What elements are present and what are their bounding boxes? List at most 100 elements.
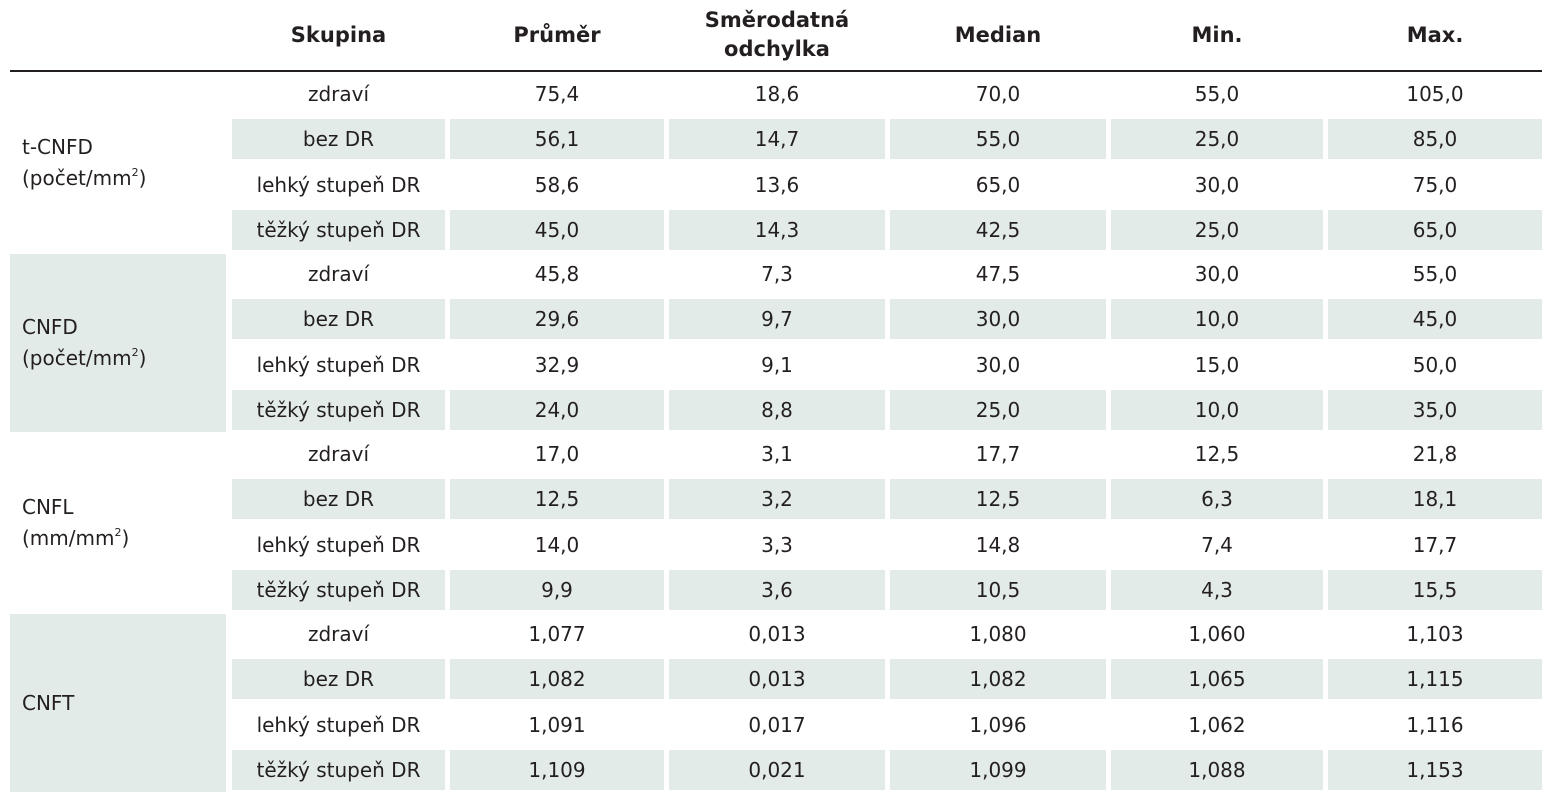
cell-prumer: 1,082 [450,659,664,699]
header-median: Median [954,22,1042,47]
cell-smerodatna-odchylka: 3,6 [669,570,885,610]
cell-median: 65,0 [975,173,1021,197]
cell-smerodatna-odchylka: 18,6 [754,82,800,106]
header-min: Min. [1191,22,1243,47]
header-max: Max. [1406,22,1464,47]
header-smerodatna-odchylka: Směrodatná odchylka [669,0,885,70]
cell-max: 105,0 [1406,82,1464,106]
group-unit-superscript: 2 [131,346,139,359]
group-unit: (mm/mm2) [22,523,129,554]
cell-min: 1,062 [1188,713,1246,737]
cell-min: 1,065 [1111,659,1323,699]
cell-median: 30,0 [890,299,1106,339]
cell-skupina: těžký stupeň DR [232,210,445,250]
table-row: lehký stupeň DR 14,0 3,3 14,8 7,4 17,7 [10,525,1542,565]
cell-smerodatna-odchylka: 8,8 [669,390,885,430]
cell-max: 18,1 [1328,479,1542,519]
cell-smerodatna-odchylka: 7,3 [761,262,793,286]
cell-min: 30,0 [1194,173,1240,197]
cell-max: 1,103 [1406,622,1464,646]
cell-prumer: 12,5 [450,479,664,519]
cell-smerodatna-odchylka: 14,3 [669,210,885,250]
cell-max: 75,0 [1412,173,1458,197]
cell-min: 12,5 [1194,442,1240,466]
cell-prumer: 75,4 [534,82,580,106]
group-unit-close: ) [138,346,147,370]
group-unit-close: ) [138,166,147,190]
cell-max: 17,7 [1412,533,1458,557]
cell-prumer: 9,9 [450,570,664,610]
cell-skupina: zdraví [307,622,370,646]
group-name: CNFD [22,315,78,339]
cell-min: 30,0 [1194,262,1240,286]
cell-smerodatna-odchylka: 3,2 [669,479,885,519]
cell-max: 35,0 [1328,390,1542,430]
table-row: těžký stupeň DR 1,109 0,021 1,099 1,088 1,153 [10,750,1542,790]
cell-median: 1,080 [969,622,1027,646]
table-row: bez DR 1,082 0,013 1,082 1,065 1,115 [10,659,1542,699]
table-row: zdraví 75,4 18,6 70,0 55,0 105,0 [10,74,1542,114]
header-prumer: Průměr [513,22,601,47]
cell-max: 65,0 [1328,210,1542,250]
cell-max: 85,0 [1328,119,1542,159]
table-row: zdraví 45,8 7,3 47,5 30,0 55,0 [10,254,1542,294]
table-row: bez DR 29,6 9,7 30,0 10,0 45,0 [10,299,1542,339]
cell-skupina: bez DR [232,299,445,339]
cell-skupina: bez DR [232,659,445,699]
cell-prumer: 17,0 [534,442,580,466]
cell-median: 47,5 [975,262,1021,286]
table-row: bez DR 12,5 3,2 12,5 6,3 18,1 [10,479,1542,519]
cell-smerodatna-odchylka: 9,7 [669,299,885,339]
cell-smerodatna-odchylka: 9,1 [761,353,793,377]
cell-max: 55,0 [1412,262,1458,286]
cell-max: 21,8 [1412,442,1458,466]
cell-smerodatna-odchylka: 3,3 [761,533,793,557]
cell-smerodatna-odchylka: 0,013 [748,622,806,646]
cell-median: 25,0 [890,390,1106,430]
table-row: zdraví 17,0 3,1 17,7 12,5 21,8 [10,434,1542,474]
table-row: bez DR 56,1 14,7 55,0 25,0 85,0 [10,119,1542,159]
cell-min: 15,0 [1194,353,1240,377]
group-label: t-CNFD (počet/mm2) [22,74,146,252]
cell-prumer: 45,8 [534,262,580,286]
cell-max: 45,0 [1328,299,1542,339]
cell-skupina: bez DR [232,479,445,519]
group-label-background [10,614,226,792]
group-label: CNFL (mm/mm2) [22,434,129,612]
cell-smerodatna-odchylka: 3,1 [761,442,793,466]
cell-median: 55,0 [890,119,1106,159]
group-name: CNFT [22,690,75,715]
group-cnfl: CNFL (mm/mm2) zdraví 17,0 3,1 17,7 12,5 21,8 bez… [10,434,1542,612]
cell-prumer: 29,6 [450,299,664,339]
cell-skupina: lehký stupeň DR [256,533,421,557]
table-header: Skupina Průměr Směrodatná odchylka Media… [10,0,1542,72]
cell-median: 1,082 [890,659,1106,699]
group-label: CNFD (počet/mm2) [22,254,146,432]
cell-prumer: 1,077 [528,622,586,646]
cell-max: 1,153 [1328,750,1542,790]
group-name: CNFL [22,495,74,519]
group-label-background [10,254,226,432]
cell-prumer: 1,091 [528,713,586,737]
cell-min: 55,0 [1194,82,1240,106]
cell-max: 15,5 [1328,570,1542,610]
cell-min: 7,4 [1201,533,1233,557]
cell-skupina: lehký stupeň DR [256,353,421,377]
cell-smerodatna-odchylka: 0,017 [748,713,806,737]
group-unit-close: ) [121,526,130,550]
cell-smerodatna-odchylka: 14,7 [669,119,885,159]
cell-skupina: zdraví [307,262,370,286]
cell-median: 1,099 [890,750,1106,790]
table-row: lehký stupeň DR 1,091 0,017 1,096 1,062 1,116 [10,705,1542,745]
cell-prumer: 14,0 [534,533,580,557]
cell-skupina: lehký stupeň DR [256,713,421,737]
cell-median: 17,7 [975,442,1021,466]
group-name: t-CNFD [22,135,93,159]
group-unit: (počet/mm2) [22,343,146,374]
cell-smerodatna-odchylka: 0,013 [669,659,885,699]
table-row: lehký stupeň DR 58,6 13,6 65,0 30,0 75,0 [10,165,1542,205]
cell-min: 25,0 [1111,119,1323,159]
group-cnfd: CNFD (počet/mm2) zdraví 45,8 7,3 47,5 30,0 55,0… [10,254,1542,432]
cell-prumer: 56,1 [450,119,664,159]
cell-prumer: 1,109 [450,750,664,790]
